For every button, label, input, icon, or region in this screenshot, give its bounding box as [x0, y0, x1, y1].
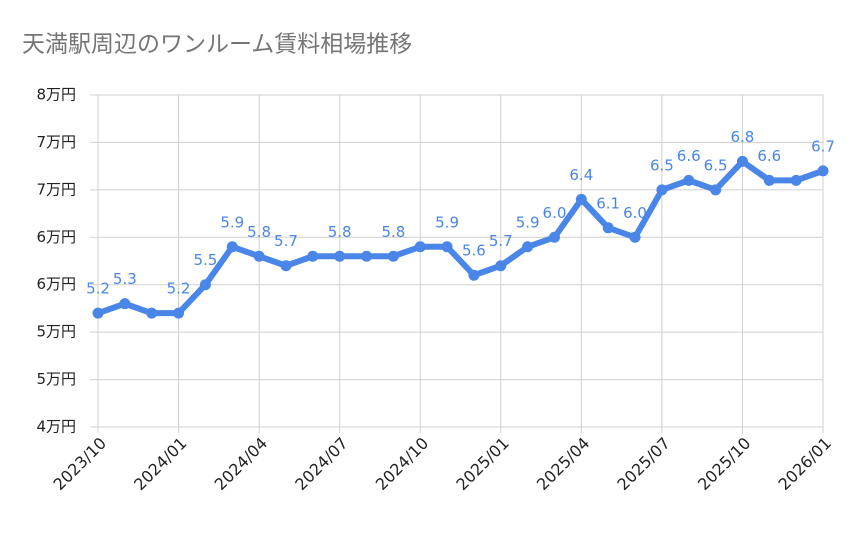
point — [199, 279, 211, 291]
chart-title: 天満駅周辺のワンルーム賃料相場推移 — [22, 32, 412, 58]
data-label: 6.7 — [811, 137, 835, 155]
point — [548, 231, 560, 243]
point — [119, 298, 131, 310]
x-tick-label: 2025/07 — [613, 434, 673, 494]
y-tick-label: 7万円 — [36, 180, 76, 198]
point — [522, 241, 534, 253]
point — [602, 222, 614, 234]
point — [307, 250, 319, 262]
data-label: 5.8 — [247, 223, 271, 241]
data-label: 5.8 — [328, 223, 352, 241]
data-label: 6.0 — [623, 204, 647, 222]
x-tick-label: 2024/07 — [291, 434, 351, 494]
point — [763, 174, 775, 186]
data-label: 5.9 — [435, 213, 459, 231]
x-tick-label: 2025/10 — [694, 434, 754, 494]
point — [736, 155, 748, 167]
line — [97, 158, 824, 317]
data-label: 5.7 — [274, 232, 298, 250]
data-label: 5.7 — [489, 232, 513, 250]
y-tick-label: 5万円 — [36, 323, 76, 341]
y-tick-label: 7万円 — [36, 133, 76, 151]
point — [226, 241, 238, 253]
data-label: 6.1 — [596, 194, 620, 212]
data-label: 5.9 — [516, 213, 540, 231]
data-label: 6.0 — [543, 204, 567, 222]
point — [468, 269, 480, 281]
point — [253, 250, 265, 262]
point — [92, 307, 104, 319]
x-tick-label: 2025/04 — [533, 434, 593, 494]
x-tick-label: 2026/01 — [775, 434, 835, 494]
data-label: 6.6 — [757, 147, 781, 165]
point — [414, 241, 426, 253]
x-tick-label: 2024/01 — [130, 434, 190, 494]
x-tick-label: 2024/04 — [211, 434, 271, 494]
point — [683, 174, 695, 186]
point — [387, 250, 399, 262]
point — [575, 193, 587, 205]
data-label: 5.2 — [86, 280, 110, 298]
data-label: 5.6 — [462, 242, 486, 260]
data-label: 6.4 — [569, 166, 593, 184]
y-tick-label: 6万円 — [36, 228, 76, 246]
point — [495, 260, 507, 272]
point — [334, 250, 346, 262]
y-tick-label: 8万円 — [36, 86, 76, 104]
data-label: 5.3 — [113, 270, 137, 288]
point — [656, 184, 668, 196]
y-tick-label: 6万円 — [36, 275, 76, 293]
data-label: 6.8 — [731, 128, 755, 146]
point — [817, 165, 829, 177]
data-label: 6.5 — [650, 156, 674, 174]
data-label: 6.5 — [704, 156, 728, 174]
y-tick-label: 5万円 — [36, 370, 76, 388]
x-tick-label: 2024/10 — [372, 434, 432, 494]
data-label: 5.5 — [193, 251, 217, 269]
data-label: 5.9 — [220, 213, 244, 231]
x-tick-label: 2023/10 — [50, 434, 110, 494]
point — [790, 174, 802, 186]
point — [710, 184, 722, 196]
point — [280, 260, 292, 272]
data-label: 5.8 — [381, 223, 405, 241]
data-label: 5.2 — [167, 280, 191, 298]
data-label: 6.6 — [677, 147, 701, 165]
point — [441, 241, 453, 253]
point — [173, 307, 185, 319]
point — [146, 307, 158, 319]
x-tick-label: 2025/01 — [452, 434, 512, 494]
point — [361, 250, 373, 262]
point — [629, 231, 641, 243]
y-tick-label: 4万円 — [36, 418, 76, 436]
